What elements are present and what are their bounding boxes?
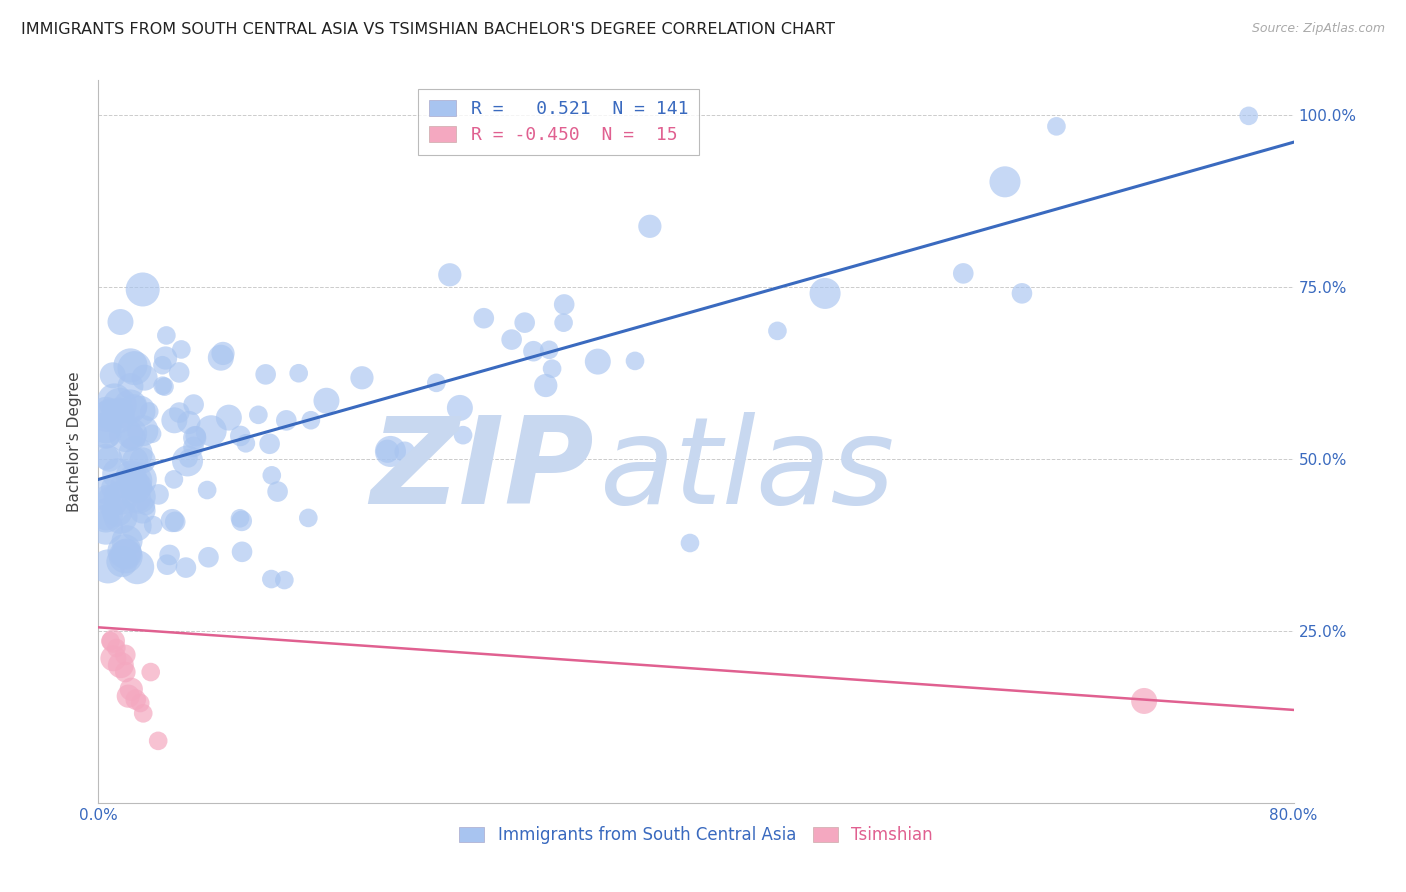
Point bbox=[534, 378, 557, 392]
Point bbox=[110, 658, 132, 673]
Point bbox=[952, 266, 974, 280]
Point bbox=[94, 510, 117, 524]
Point bbox=[1011, 286, 1033, 301]
Point bbox=[212, 346, 235, 360]
Point bbox=[107, 409, 129, 424]
Point bbox=[114, 665, 136, 679]
Point bbox=[394, 444, 416, 458]
Point bbox=[94, 450, 117, 464]
Point bbox=[105, 640, 128, 655]
Point bbox=[135, 499, 157, 513]
Point bbox=[197, 550, 219, 565]
Point bbox=[155, 351, 177, 365]
Point bbox=[142, 518, 165, 533]
Point bbox=[110, 491, 132, 505]
Point bbox=[131, 503, 153, 517]
Point bbox=[259, 437, 281, 451]
Point bbox=[586, 354, 609, 368]
Point bbox=[131, 283, 153, 297]
Point bbox=[183, 440, 205, 454]
Point bbox=[229, 511, 252, 525]
Legend: Immigrants from South Central Asia, Tsimshian: Immigrants from South Central Asia, Tsim… bbox=[451, 818, 941, 852]
Point bbox=[115, 428, 138, 442]
Point bbox=[1045, 120, 1067, 134]
Point bbox=[235, 436, 257, 450]
Point bbox=[315, 393, 337, 408]
Point bbox=[103, 651, 125, 665]
Point bbox=[132, 706, 155, 721]
Point bbox=[129, 696, 152, 710]
Point bbox=[170, 343, 193, 357]
Point bbox=[231, 545, 253, 559]
Point bbox=[125, 483, 148, 497]
Point bbox=[124, 474, 146, 488]
Point bbox=[96, 428, 118, 442]
Point bbox=[183, 398, 205, 412]
Point bbox=[553, 316, 575, 330]
Point bbox=[122, 400, 145, 414]
Point bbox=[177, 416, 200, 430]
Point bbox=[152, 358, 174, 372]
Point bbox=[148, 487, 170, 501]
Point bbox=[128, 490, 150, 504]
Point bbox=[162, 514, 184, 528]
Point bbox=[177, 451, 200, 466]
Point bbox=[553, 297, 575, 311]
Point bbox=[115, 547, 138, 561]
Point bbox=[766, 324, 789, 338]
Point bbox=[247, 408, 270, 422]
Point bbox=[121, 426, 143, 441]
Point bbox=[124, 361, 146, 376]
Point bbox=[103, 481, 125, 495]
Point bbox=[98, 634, 122, 648]
Text: Source: ZipAtlas.com: Source: ZipAtlas.com bbox=[1251, 22, 1385, 36]
Point bbox=[94, 421, 117, 435]
Point bbox=[260, 468, 283, 483]
Point bbox=[97, 559, 120, 574]
Point bbox=[103, 393, 125, 408]
Point bbox=[165, 515, 187, 529]
Point bbox=[156, 558, 179, 572]
Point bbox=[122, 431, 145, 445]
Point bbox=[159, 548, 181, 562]
Point bbox=[231, 514, 253, 528]
Point bbox=[184, 429, 207, 443]
Point bbox=[112, 477, 135, 491]
Point bbox=[513, 316, 536, 330]
Point bbox=[297, 511, 319, 525]
Point bbox=[141, 426, 163, 441]
Point bbox=[124, 477, 146, 491]
Point bbox=[451, 428, 474, 442]
Point bbox=[98, 407, 121, 421]
Point bbox=[114, 648, 136, 662]
Y-axis label: Bachelor's Degree: Bachelor's Degree bbox=[67, 371, 83, 512]
Point bbox=[107, 467, 129, 481]
Point bbox=[1133, 694, 1156, 708]
Point bbox=[538, 343, 561, 357]
Point bbox=[96, 491, 118, 505]
Point bbox=[94, 521, 117, 535]
Point bbox=[132, 424, 155, 438]
Point bbox=[501, 333, 523, 347]
Point bbox=[114, 549, 136, 564]
Text: ZIP: ZIP bbox=[371, 412, 595, 529]
Point bbox=[472, 311, 495, 326]
Point bbox=[425, 376, 447, 390]
Point bbox=[117, 689, 139, 703]
Point bbox=[522, 344, 544, 359]
Point bbox=[115, 533, 138, 548]
Point bbox=[624, 354, 647, 368]
Point bbox=[276, 413, 298, 427]
Point bbox=[127, 560, 149, 574]
Point bbox=[174, 560, 197, 574]
Point bbox=[131, 453, 153, 467]
Point bbox=[287, 366, 309, 380]
Point bbox=[163, 472, 186, 486]
Point bbox=[111, 555, 134, 569]
Point bbox=[377, 444, 399, 458]
Point bbox=[120, 469, 142, 483]
Point bbox=[120, 400, 142, 414]
Point bbox=[124, 453, 146, 467]
Point bbox=[96, 409, 118, 424]
